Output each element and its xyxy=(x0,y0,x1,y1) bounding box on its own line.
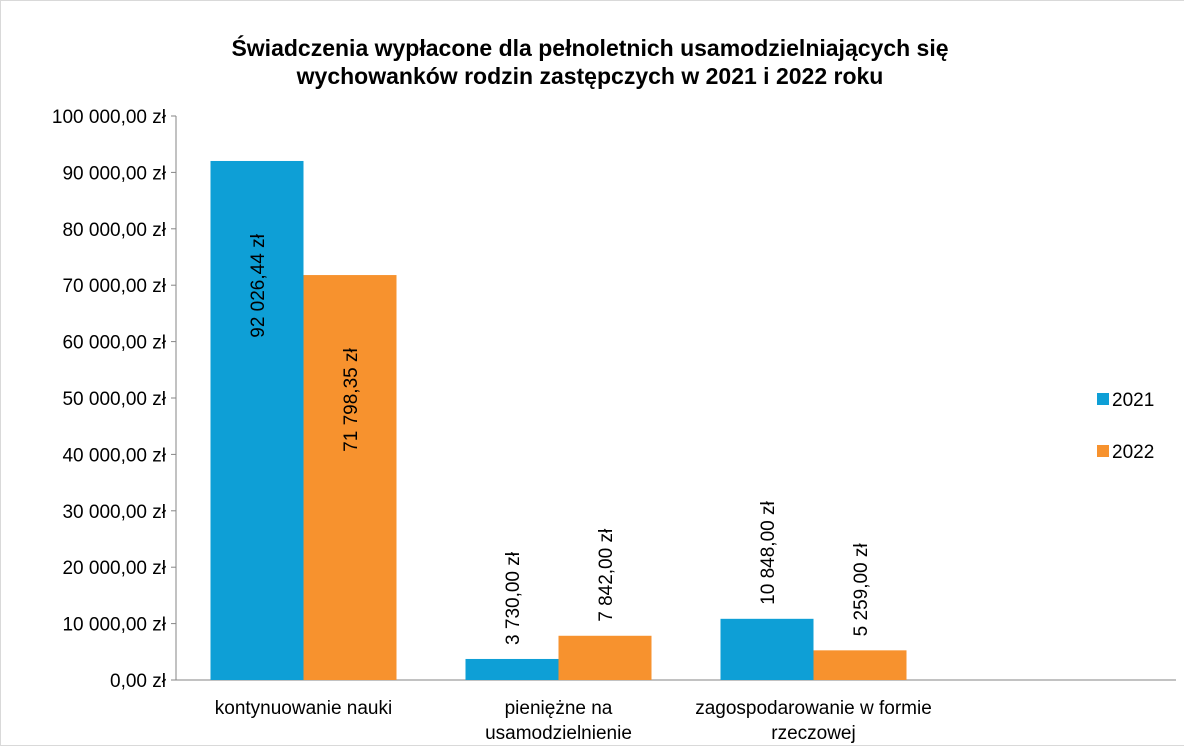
y-tick-label: 40 000,00 zł xyxy=(62,445,166,466)
value-label: 5 259,00 zł xyxy=(851,543,872,637)
y-tick-label: 50 000,00 zł xyxy=(62,389,166,410)
value-label: 10 848,00 zł xyxy=(758,501,779,605)
bar xyxy=(720,618,814,680)
chart-title: Świadczenia wypłacone dla pełnoletnich u… xyxy=(231,35,949,89)
value-label: 7 842,00 zł xyxy=(596,528,617,622)
y-tick-label: 20 000,00 zł xyxy=(62,558,166,579)
y-tick-label: 100 000,00 zł xyxy=(52,107,167,128)
y-tick-label: 80 000,00 zł xyxy=(62,220,166,241)
x-tick-label: zagospodarowanie w formie rzeczowej xyxy=(695,698,932,744)
value-label: 92 026,44 zł xyxy=(248,233,269,337)
bar xyxy=(558,635,652,680)
value-label: 3 730,00 zł xyxy=(503,551,524,645)
legend-swatch xyxy=(1097,393,1109,405)
x-tick-label: kontynuowanie nauki xyxy=(214,698,393,719)
y-tick-label: 90 000,00 zł xyxy=(62,163,166,184)
y-tick-label: 10 000,00 zł xyxy=(62,615,166,636)
value-label: 71 798,35 zł xyxy=(341,348,362,452)
legend-swatch xyxy=(1097,445,1109,457)
legend-label: 2021 xyxy=(1112,390,1154,411)
x-tick-label: pieniężne na usamodzielnienie xyxy=(485,698,632,744)
bar xyxy=(813,650,907,680)
bar xyxy=(303,275,397,680)
bar xyxy=(210,160,304,680)
bar xyxy=(465,658,559,680)
y-tick-label: 0,00 zł xyxy=(110,671,167,692)
y-tick-label: 60 000,00 zł xyxy=(62,333,166,354)
y-tick-label: 30 000,00 zł xyxy=(62,502,166,523)
y-tick-label: 70 000,00 zł xyxy=(62,276,166,297)
legend-label: 2022 xyxy=(1112,442,1154,463)
